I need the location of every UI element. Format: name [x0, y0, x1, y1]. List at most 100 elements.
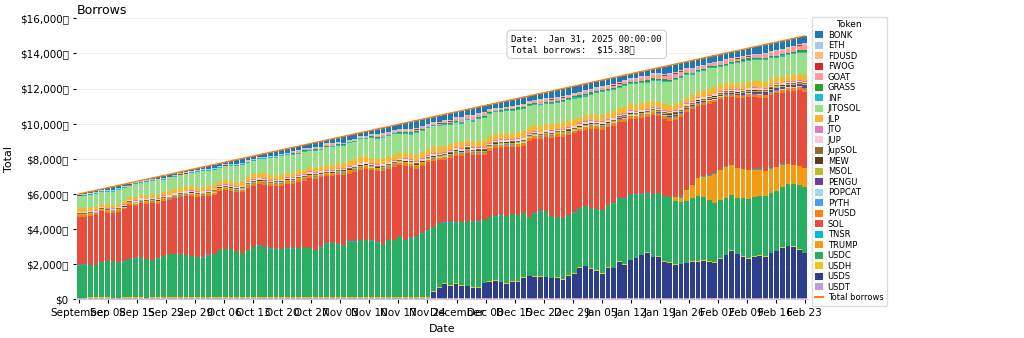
Bar: [515, 138, 520, 139]
Bar: [127, 203, 132, 205]
Bar: [701, 99, 706, 100]
Bar: [201, 298, 206, 299]
Bar: [302, 298, 306, 299]
Bar: [504, 143, 509, 144]
Bar: [195, 195, 200, 197]
Bar: [645, 83, 649, 102]
Bar: [645, 112, 649, 113]
Bar: [797, 90, 802, 166]
Bar: [634, 194, 638, 195]
Bar: [246, 177, 250, 181]
Bar: [370, 130, 374, 134]
Bar: [454, 150, 459, 151]
Bar: [442, 146, 447, 152]
Bar: [594, 270, 599, 271]
Bar: [426, 160, 430, 163]
Bar: [493, 112, 498, 134]
Bar: [201, 297, 206, 298]
Bar: [476, 141, 481, 147]
Bar: [645, 77, 649, 80]
Bar: [549, 131, 554, 133]
Bar: [465, 150, 470, 151]
Bar: [280, 181, 284, 182]
Bar: [521, 131, 526, 138]
Bar: [763, 171, 768, 196]
Bar: [262, 181, 267, 182]
Bar: [560, 279, 565, 280]
Bar: [347, 135, 351, 140]
Bar: [532, 136, 538, 139]
Bar: [420, 164, 425, 166]
Bar: [656, 102, 660, 108]
Bar: [138, 199, 143, 200]
Bar: [386, 137, 391, 156]
Bar: [386, 241, 391, 297]
Bar: [280, 175, 284, 179]
Bar: [291, 180, 295, 181]
Bar: [713, 203, 717, 262]
Bar: [228, 249, 233, 297]
Bar: [521, 107, 526, 108]
Bar: [628, 119, 633, 194]
Bar: [358, 170, 362, 240]
Bar: [611, 111, 616, 118]
Bar: [616, 114, 622, 115]
Bar: [769, 169, 773, 193]
Bar: [77, 298, 82, 299]
Bar: [442, 298, 447, 299]
Bar: [302, 175, 306, 176]
Bar: [616, 83, 622, 86]
Bar: [578, 124, 583, 126]
Bar: [201, 193, 206, 194]
Bar: [769, 193, 773, 253]
Bar: [729, 58, 734, 59]
Bar: [88, 208, 93, 211]
Bar: [449, 150, 453, 151]
Bar: [482, 147, 486, 148]
Bar: [397, 298, 402, 299]
Bar: [206, 256, 211, 297]
Bar: [99, 298, 104, 299]
Bar: [465, 119, 470, 120]
Bar: [341, 146, 346, 163]
Bar: [583, 126, 588, 127]
Bar: [352, 140, 357, 141]
Bar: [144, 204, 150, 259]
Bar: [504, 217, 509, 283]
Bar: [167, 199, 172, 200]
Bar: [605, 268, 610, 298]
Bar: [195, 191, 200, 192]
Bar: [718, 67, 723, 85]
Bar: [634, 73, 638, 78]
Bar: [88, 297, 93, 298]
Bar: [352, 297, 357, 299]
Bar: [532, 214, 538, 276]
Bar: [99, 208, 104, 209]
Bar: [358, 137, 362, 138]
Bar: [449, 123, 453, 124]
Bar: [623, 264, 628, 265]
Bar: [403, 240, 408, 297]
Bar: [623, 122, 628, 198]
Bar: [104, 298, 110, 299]
Bar: [144, 179, 150, 180]
Bar: [409, 298, 414, 299]
Bar: [465, 153, 470, 221]
Bar: [679, 198, 683, 202]
Bar: [296, 248, 301, 297]
Bar: [650, 74, 655, 75]
Bar: [268, 182, 272, 183]
Bar: [493, 145, 498, 146]
Bar: [104, 297, 110, 298]
Bar: [330, 139, 335, 143]
Bar: [628, 80, 633, 82]
Bar: [307, 172, 312, 174]
Bar: [803, 253, 807, 298]
Bar: [774, 88, 779, 90]
Bar: [420, 119, 425, 126]
Bar: [510, 111, 515, 133]
Bar: [116, 208, 121, 209]
Bar: [291, 179, 295, 180]
Bar: [792, 298, 796, 299]
Bar: [482, 113, 486, 114]
